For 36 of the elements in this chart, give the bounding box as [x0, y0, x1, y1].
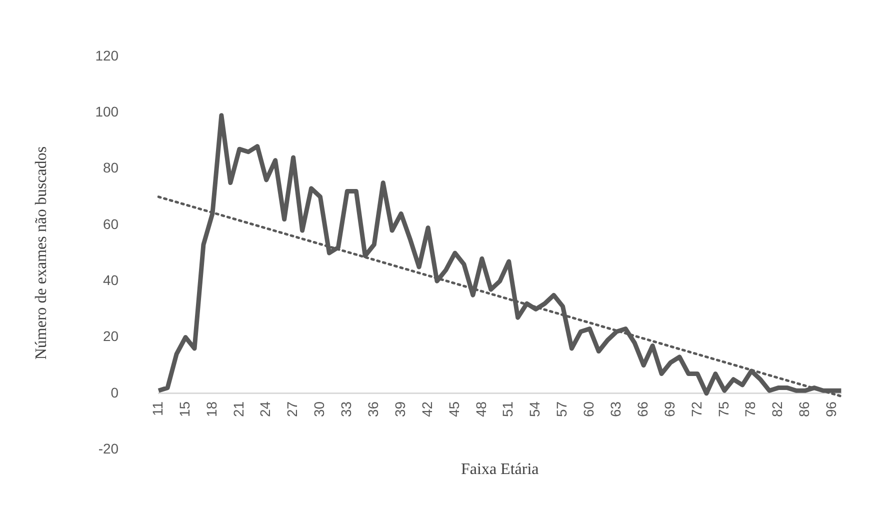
x-tick-label: 86: [796, 401, 812, 418]
x-tick-label: 72: [688, 401, 704, 418]
x-tick-label: 63: [608, 401, 624, 418]
y-axis-title: Número de exames não buscados: [32, 146, 50, 360]
x-tick-label: 27: [284, 401, 300, 418]
x-tick-label: 75: [715, 401, 732, 418]
x-tick-label: 18: [203, 401, 220, 418]
x-tick-label: 45: [446, 401, 462, 418]
x-tick-label: 33: [338, 401, 354, 418]
x-tick-label: 60: [580, 401, 597, 418]
x-axis-title: Faixa Etária: [461, 460, 539, 478]
x-tick-label: 11: [149, 401, 166, 416]
y-tick-label: 40: [102, 272, 119, 288]
x-tick-label: 30: [311, 401, 328, 418]
y-tick-label: 60: [102, 216, 119, 232]
x-tick-label: 39: [392, 401, 408, 418]
y-tick-label: 100: [95, 103, 119, 120]
x-tick-label: 78: [742, 401, 758, 418]
x-tick-label: 42: [418, 401, 435, 418]
x-tick-label: 57: [554, 401, 570, 418]
y-tick-label: 80: [102, 160, 119, 176]
x-tick-label: 51: [500, 401, 516, 418]
x-tick-label: 36: [364, 401, 381, 418]
x-tick-label: 15: [176, 401, 192, 418]
x-tick-label: 82: [769, 401, 786, 418]
y-tick-label: 0: [110, 384, 119, 400]
x-tick-label: 48: [472, 401, 489, 418]
x-tick-label: 21: [230, 401, 246, 418]
y-tick-label: -20: [98, 440, 119, 456]
y-tick-label: 20: [102, 328, 119, 344]
x-tick-label: 96: [823, 401, 840, 418]
x-tick-label: 69: [661, 401, 678, 418]
x-tick-label: 24: [257, 401, 274, 418]
x-tick-label: 66: [634, 401, 650, 418]
x-tick-label: 54: [526, 401, 543, 418]
y-tick-label: 120: [95, 47, 119, 64]
